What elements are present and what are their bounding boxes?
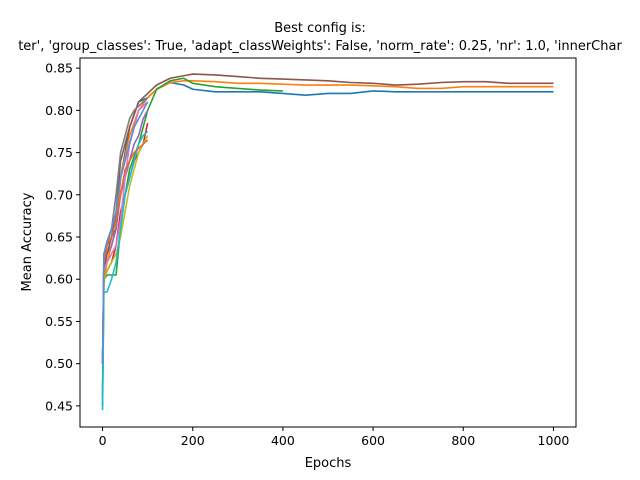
y-tick-label: 0.45 [45, 398, 73, 413]
y-axis-label: Mean Accuracy [20, 192, 35, 291]
x-tick-label: 400 [271, 433, 295, 448]
x-tick-label: 1000 [538, 433, 570, 448]
chart-title: Best config is: [274, 21, 366, 36]
x-tick-label: 600 [361, 433, 385, 448]
y-tick-label: 0.60 [45, 272, 73, 287]
y-tick-label: 0.75 [45, 145, 73, 160]
series-line-7 [101, 101, 149, 364]
x-tick-label: 200 [181, 433, 205, 448]
chart-subtitle: ter', 'group_classes': True, 'adapt_clas… [18, 39, 622, 54]
series-line-11 [101, 139, 149, 364]
series-line-6 [101, 73, 554, 364]
x-tick-label: 0 [99, 433, 107, 448]
x-axis-ticks: 0 200 400 600 800 1000 [99, 427, 570, 448]
y-tick-label: 0.80 [45, 103, 73, 118]
y-tick-label: 0.50 [45, 356, 73, 371]
series-line-10 [101, 130, 149, 411]
series-line-3 [101, 77, 283, 398]
series-line-9 [101, 135, 149, 364]
y-tick-label: 0.55 [45, 314, 73, 329]
y-tick-label: 0.65 [45, 230, 73, 245]
plot-frame [79, 57, 577, 428]
series-layer [101, 73, 554, 411]
series-line-12 [101, 101, 149, 364]
x-tick-label: 800 [451, 433, 475, 448]
y-axis-ticks: 0.45 0.50 0.55 0.60 0.65 0.70 0.75 0.80 0.85 [45, 61, 80, 413]
y-tick-label: 0.85 [45, 61, 73, 76]
y-tick-label: 0.70 [45, 187, 73, 202]
x-axis-label: Epochs [305, 456, 352, 471]
